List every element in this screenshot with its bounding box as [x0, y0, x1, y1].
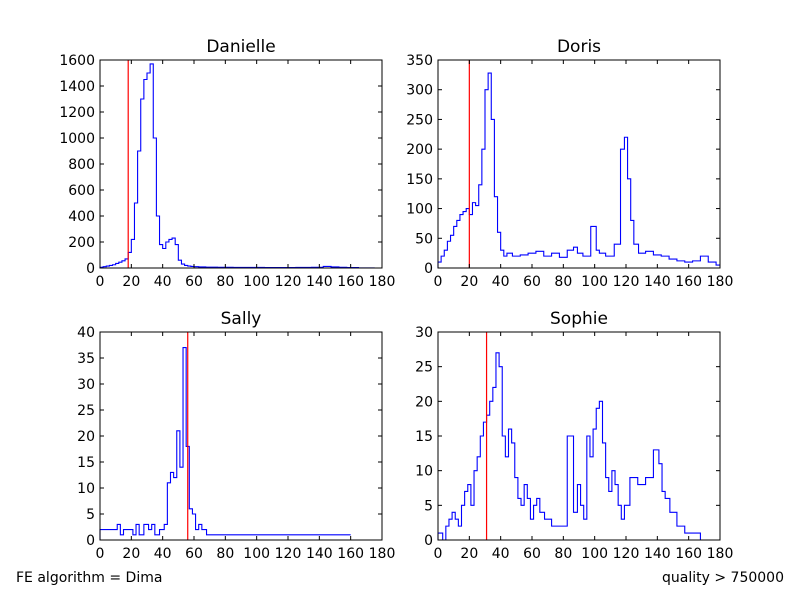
x-tick-label: 80: [554, 274, 572, 290]
y-tick-label: 20: [77, 429, 95, 445]
x-tick-label: 20: [460, 546, 478, 562]
x-tick-label: 140: [306, 546, 333, 562]
y-tick-label: 50: [415, 231, 433, 247]
x-tick-label: 20: [122, 274, 140, 290]
histogram-series-line: [437, 352, 705, 541]
axes-frame: [99, 59, 383, 269]
axes-frame: [437, 59, 721, 269]
x-tick-label: 120: [613, 274, 640, 290]
x-tick-label: 60: [185, 274, 203, 290]
axes-frame: [99, 331, 383, 541]
y-tick-label: 0: [424, 533, 433, 549]
y-tick-label: 20: [415, 394, 433, 410]
x-tick-label: 180: [369, 274, 396, 290]
x-tick-label: 80: [216, 274, 234, 290]
y-tick-label: 1200: [59, 105, 95, 121]
y-tick-label: 0: [424, 261, 433, 277]
footer-quality-note: quality > 750000: [662, 570, 784, 586]
y-tick-label: 1000: [59, 131, 95, 147]
x-tick-label: 80: [554, 546, 572, 562]
y-tick-label: 25: [415, 360, 433, 376]
subplot-title: Sally: [221, 309, 262, 329]
y-tick-label: 40: [77, 325, 95, 341]
y-tick-label: 600: [68, 183, 95, 199]
y-tick-label: 15: [77, 455, 95, 471]
y-tick-label: 5: [86, 507, 95, 523]
x-tick-label: 60: [523, 274, 541, 290]
y-tick-label: 250: [406, 112, 433, 128]
x-tick-label: 160: [675, 546, 702, 562]
x-tick-label: 40: [492, 274, 510, 290]
x-tick-label: 100: [581, 546, 608, 562]
y-tick-label: 800: [68, 157, 95, 173]
y-tick-label: 200: [68, 235, 95, 251]
x-tick-label: 120: [275, 274, 302, 290]
y-tick-label: 35: [77, 351, 95, 367]
x-tick-label: 20: [122, 546, 140, 562]
x-tick-label: 100: [581, 274, 608, 290]
y-tick-label: 0: [86, 261, 95, 277]
x-tick-label: 140: [644, 274, 671, 290]
footer-algorithm-note: FE algorithm = Dima: [16, 570, 163, 586]
y-tick-label: 0: [86, 533, 95, 549]
histogram-series-line: [99, 347, 351, 540]
y-tick-label: 200: [406, 142, 433, 158]
x-tick-label: 160: [337, 546, 364, 562]
y-tick-label: 150: [406, 172, 433, 188]
subplot-title: Sophie: [550, 309, 608, 329]
y-tick-label: 400: [68, 209, 95, 225]
x-tick-label: 180: [707, 274, 734, 290]
x-tick-label: 180: [369, 546, 396, 562]
y-tick-label: 300: [406, 83, 433, 99]
y-tick-label: 30: [415, 325, 433, 341]
x-tick-label: 140: [644, 546, 671, 562]
x-tick-label: 0: [434, 274, 443, 290]
subplot-title: Doris: [557, 37, 601, 57]
subplot-title: Danielle: [206, 37, 275, 57]
y-tick-label: 350: [406, 53, 433, 69]
y-tick-label: 1600: [59, 53, 95, 69]
subplot-sophie: Sophie 0 20 40 60 80 100 120 140 160 180 0 5 10 15 20 2…: [415, 309, 733, 562]
x-tick-label: 160: [675, 274, 702, 290]
histogram-series-line: [437, 72, 720, 268]
y-tick-label: 10: [415, 464, 433, 480]
x-tick-label: 40: [154, 546, 172, 562]
y-tick-label: 25: [77, 403, 95, 419]
x-tick-label: 60: [185, 546, 203, 562]
x-tick-label: 0: [96, 274, 105, 290]
y-tick-label: 30: [77, 377, 95, 393]
y-tick-label: 15: [415, 429, 433, 445]
x-tick-label: 60: [523, 546, 541, 562]
y-tick-label: 5: [424, 498, 433, 514]
x-tick-label: 40: [154, 274, 172, 290]
x-tick-label: 180: [707, 546, 734, 562]
x-tick-label: 160: [337, 274, 364, 290]
x-tick-label: 0: [434, 546, 443, 562]
x-tick-label: 20: [460, 274, 478, 290]
y-tick-label: 10: [77, 481, 95, 497]
x-tick-label: 140: [306, 274, 333, 290]
x-tick-label: 0: [96, 546, 105, 562]
subplot-sally: Sally 0 20 40 60 80 100 120 140 160 180 0 5 10 15 20 25…: [77, 309, 395, 562]
x-tick-label: 80: [216, 546, 234, 562]
x-tick-label: 100: [243, 274, 270, 290]
x-tick-label: 120: [275, 546, 302, 562]
x-tick-label: 120: [613, 546, 640, 562]
subplot-doris: Doris 0 20 40 60 80 100 120 140 160 180 0 50 100 150 2…: [406, 37, 733, 290]
y-tick-label: 100: [406, 202, 433, 218]
y-tick-label: 1400: [59, 79, 95, 95]
subplot-danielle: Danielle 0 20 40 60 80 100 120 140 160 180 0 200 400…: [59, 37, 395, 290]
histogram-series-line: [99, 63, 382, 269]
x-tick-label: 40: [492, 546, 510, 562]
x-tick-label: 100: [243, 546, 270, 562]
